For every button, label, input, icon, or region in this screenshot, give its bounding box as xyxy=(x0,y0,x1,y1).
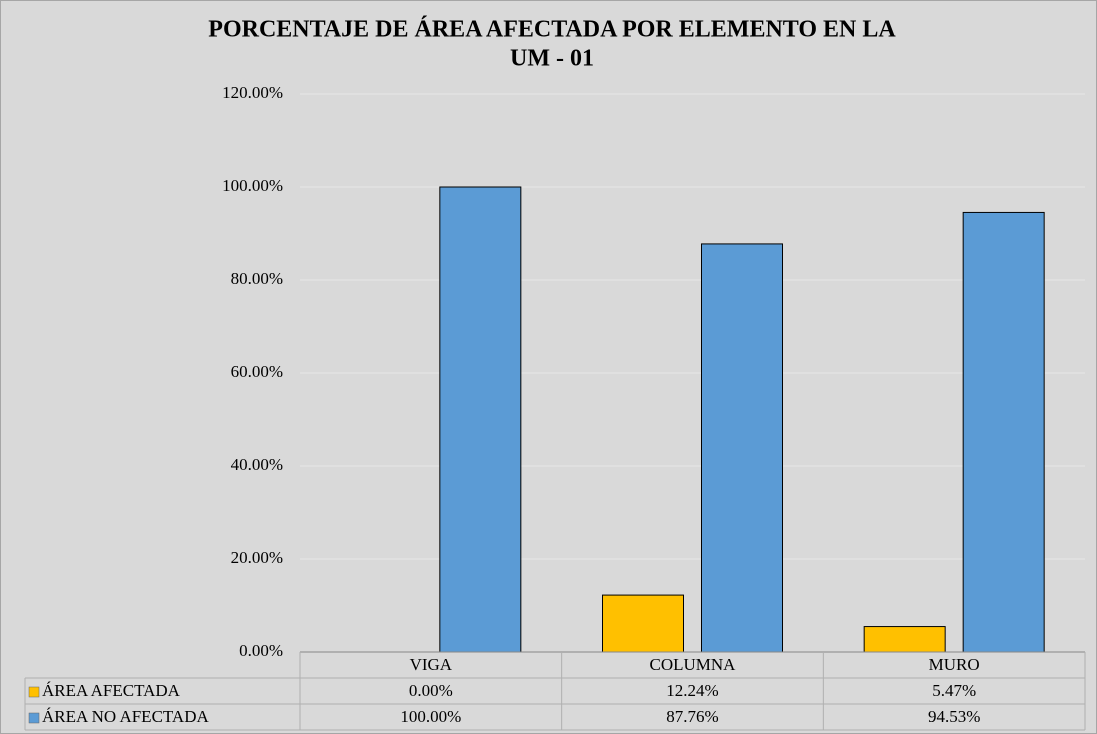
y-tick-label: 80.00% xyxy=(231,269,283,288)
table-value: 87.76% xyxy=(666,707,718,726)
bar xyxy=(962,211,1045,653)
x-tick-label: MURO xyxy=(929,655,980,674)
y-tick-label: 0.00% xyxy=(239,641,283,660)
x-tick-label: COLUMNA xyxy=(650,655,737,674)
bar xyxy=(602,594,684,653)
table-value: 100.00% xyxy=(400,707,461,726)
legend-label: ÁREA AFECTADA xyxy=(42,681,181,700)
bar xyxy=(863,626,946,653)
chart-title: PORCENTAJE DE ÁREA AFECTADA POR ELEMENTO… xyxy=(208,17,896,43)
legend-swatch xyxy=(28,712,40,724)
y-tick-label: 120.00% xyxy=(222,83,283,102)
y-tick-label: 20.00% xyxy=(231,548,283,567)
table-value: 94.53% xyxy=(928,707,980,726)
chart-title: UM - 01 xyxy=(510,46,594,72)
legend-label: ÁREA NO AFECTADA xyxy=(42,707,209,726)
bar xyxy=(439,186,522,653)
bar xyxy=(701,243,783,653)
table-value: 12.24% xyxy=(666,681,718,700)
y-tick-label: 100.00% xyxy=(222,176,283,195)
table-value: 0.00% xyxy=(409,681,453,700)
y-tick-label: 60.00% xyxy=(231,362,283,381)
x-tick-label: VIGA xyxy=(410,655,453,674)
table-value: 5.47% xyxy=(932,681,976,700)
y-tick-label: 40.00% xyxy=(231,455,283,474)
legend-swatch xyxy=(28,686,40,698)
